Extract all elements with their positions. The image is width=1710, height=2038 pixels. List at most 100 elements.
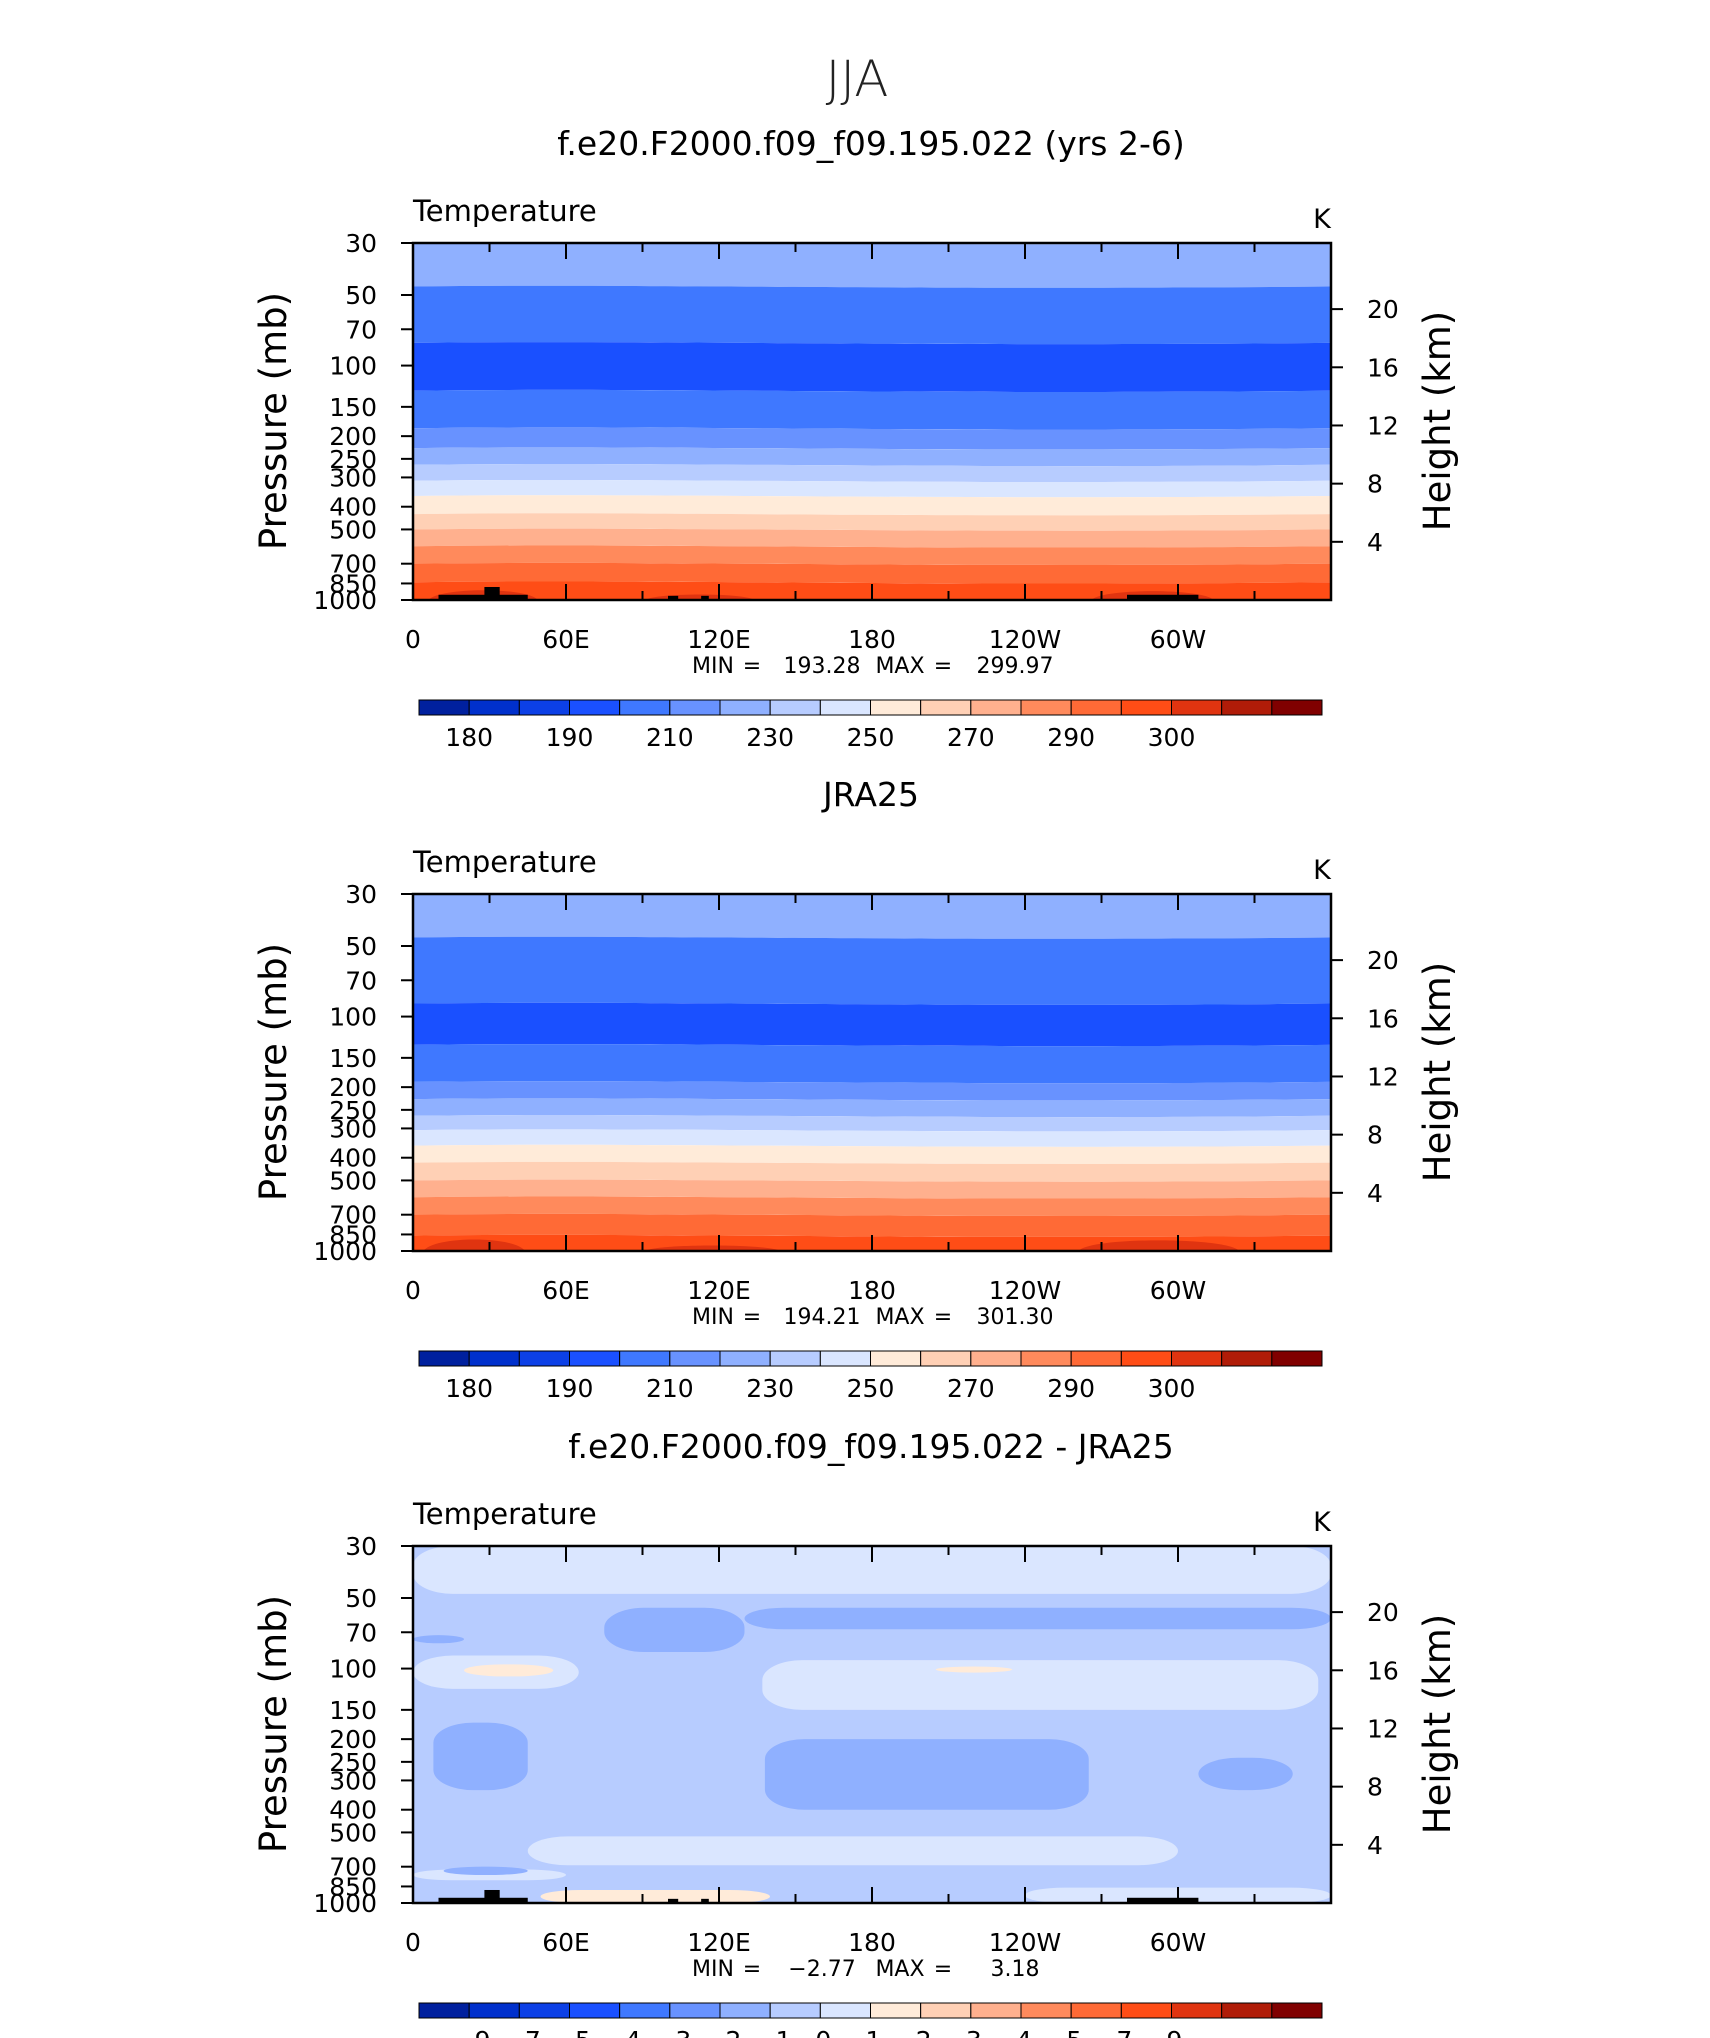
topography-mask	[438, 1897, 528, 1903]
colorbar-label: −5	[554, 2026, 591, 2038]
colorbar-label: −9	[454, 2026, 491, 2038]
right-tick-label: 16	[1367, 353, 1399, 382]
right-tick-label: 12	[1367, 1062, 1399, 1091]
page-title: JJA	[826, 50, 889, 108]
y-tick-label: 250	[329, 1748, 377, 1777]
colorbar-swatch	[1070, 699, 1122, 716]
max-value: 299.97	[977, 654, 1054, 679]
contour-band	[413, 1098, 1331, 1118]
y-tick-label: 100	[329, 1003, 377, 1032]
contour-region	[935, 1666, 1013, 1673]
contour-region	[413, 1546, 1331, 1594]
max-equals: =	[934, 1305, 952, 1330]
panel-model: f.e20.F2000.f09_f09.195.022 (yrs 2-6) Tem…	[252, 124, 1459, 752]
colorbar-swatch	[719, 2002, 771, 2019]
right-tick-label: 4	[1367, 1179, 1383, 1208]
y-tick-label: 850	[329, 1872, 377, 1901]
right-axis-label: Height (km)	[1416, 1614, 1459, 1834]
contour-field	[413, 894, 1331, 1251]
contour-band	[413, 479, 1331, 498]
colorbar-swatch	[518, 1350, 570, 1367]
topography-mask	[701, 1898, 709, 1903]
contour-field	[413, 1546, 1331, 1903]
x-tick-label: 0	[405, 1928, 421, 1957]
colorbar-swatch	[418, 1350, 470, 1367]
min-label: MIN	[692, 1957, 734, 1982]
y-tick-label: 700	[329, 1201, 377, 1230]
y-tick-label: 150	[329, 1044, 377, 1073]
colorbar-label: 250	[847, 1374, 895, 1403]
colorbar-label: 2	[916, 2026, 932, 2038]
variable-label: Temperature	[412, 845, 597, 879]
topography-mask	[701, 595, 709, 600]
max-value: 3.18	[991, 1957, 1040, 1982]
topography-mask	[484, 1889, 500, 1903]
y-tick-label: 1000	[313, 1237, 377, 1266]
colorbar-label: 4	[1016, 2026, 1032, 2038]
variable-label: Temperature	[412, 1497, 597, 1531]
y-tick-label: 1000	[313, 586, 377, 615]
x-tick-label: 120E	[687, 1276, 751, 1305]
y-tick-label: 30	[345, 1532, 377, 1561]
contour-region	[744, 1607, 1331, 1630]
min-value: 194.21	[784, 1305, 861, 1330]
y-tick-label: 250	[329, 1096, 377, 1125]
colorbar-swatch	[920, 1350, 972, 1367]
colorbar-label: 300	[1148, 1374, 1196, 1403]
max-label: MAX	[875, 1305, 924, 1330]
colorbar-swatch	[1171, 699, 1223, 716]
right-tick-label: 20	[1367, 1598, 1399, 1627]
contour-region	[413, 1635, 464, 1644]
x-tick-label: 60W	[1150, 625, 1207, 654]
colorbar-swatch	[920, 2002, 972, 2019]
x-tick-label: 180	[848, 1928, 896, 1957]
contour-region	[464, 1664, 554, 1677]
y-tick-label: 150	[329, 393, 377, 422]
contour-band	[413, 1081, 1331, 1101]
right-tick-label: 8	[1367, 1121, 1383, 1150]
colorbar-swatch	[619, 2002, 671, 2019]
max-label: MAX	[875, 654, 924, 679]
max-value: 301.30	[977, 1305, 1054, 1330]
colorbar-swatch	[1120, 699, 1173, 716]
y-tick-label: 500	[329, 1166, 377, 1195]
panel-observations: JRA25 Temperature K 0 60E 120E 180 120W 60W 30 50 7…	[252, 775, 1459, 1403]
contour-region	[604, 1607, 745, 1653]
colorbar-swatch	[970, 699, 1022, 716]
y-tick-label: 850	[329, 1220, 377, 1249]
colorbar-label: −1	[755, 2026, 792, 2038]
colorbar-swatch	[1221, 2002, 1273, 2019]
y-tick-label: 70	[345, 966, 377, 995]
y-axis-label: Pressure (mb)	[252, 1595, 295, 1853]
colorbar-label: 300	[1148, 723, 1196, 752]
contour-region	[1198, 1757, 1293, 1791]
variable-label: Temperature	[412, 194, 597, 228]
contour-band	[413, 545, 1331, 565]
contour-band	[413, 562, 1331, 584]
contour-band	[413, 1129, 1331, 1147]
x-tick-label: 60W	[1150, 1928, 1207, 1957]
x-tick-label: 0	[405, 1276, 421, 1305]
right-axis-label: Height (km)	[1416, 962, 1459, 1182]
right-tick-label: 20	[1367, 295, 1399, 324]
min-label: MIN	[692, 1305, 734, 1330]
colorbar-swatch	[418, 2002, 470, 2019]
min-equals: =	[743, 654, 761, 679]
y-tick-label: 500	[329, 515, 377, 544]
x-tick-label: 120W	[989, 1928, 1061, 1957]
colorbar-label: 0	[815, 2026, 831, 2038]
contour-region	[762, 1660, 1319, 1710]
colorbar-swatch	[468, 2002, 520, 2019]
colorbar-label: 1	[866, 2026, 882, 2038]
y-tick-label: 400	[329, 493, 377, 522]
y-tick-label: 500	[329, 1818, 377, 1847]
colorbar-label: 230	[746, 1374, 794, 1403]
colorbar-label: 190	[546, 1374, 594, 1403]
colorbar-swatch	[1221, 1350, 1273, 1367]
colorbar-swatch	[769, 1350, 821, 1367]
colorbar-swatch	[569, 2002, 621, 2019]
x-tick-label: 120E	[687, 625, 751, 654]
colorbar-swatch	[1171, 1350, 1223, 1367]
y-tick-label: 50	[345, 1584, 377, 1613]
